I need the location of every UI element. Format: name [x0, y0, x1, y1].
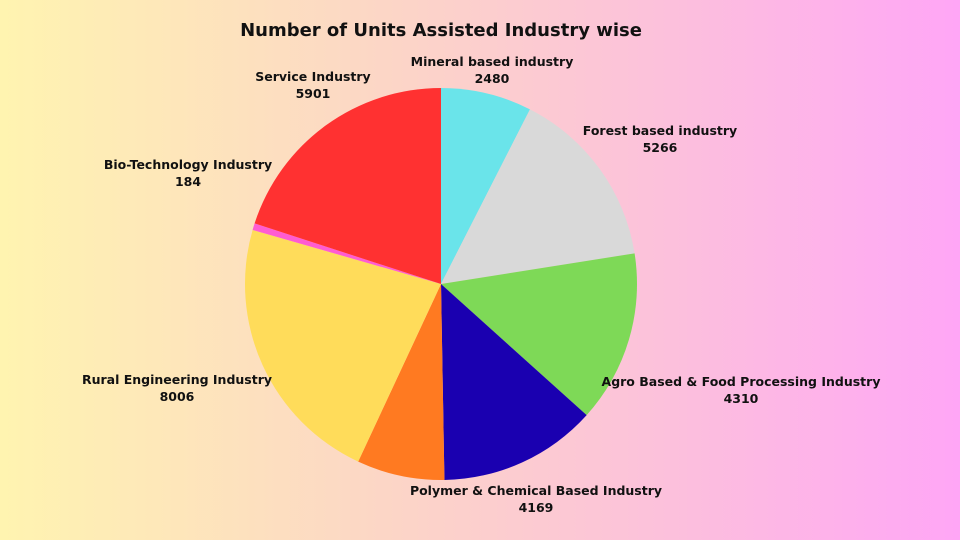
slice-value: 8006	[160, 389, 195, 404]
pie-slice	[441, 88, 530, 284]
pie-slice	[254, 88, 441, 284]
slice-label: Agro Based & Food Processing Industry	[602, 374, 881, 389]
slice-value: 2480	[475, 71, 510, 86]
pie-slices	[245, 88, 637, 480]
slice-label: Rural Engineering Industry	[82, 372, 272, 387]
slice-value: 4310	[724, 391, 759, 406]
pie-slice	[245, 229, 441, 462]
slice-value: 4169	[519, 500, 554, 515]
slice-label: Bio-Technology Industry	[104, 157, 272, 172]
slice-label: Service Industry	[255, 69, 370, 84]
pie-slice	[358, 284, 445, 480]
slice-value: 5901	[296, 86, 331, 101]
slice-label: Forest based industry	[583, 123, 737, 138]
pie-slice	[441, 109, 635, 284]
slice-label: Polymer & Chemical Based Industry	[410, 483, 662, 498]
slice-value: 5266	[643, 140, 678, 155]
chart-title: Number of Units Assisted Industry wise	[240, 20, 642, 41]
pie-slice	[441, 284, 587, 480]
slice-label: Mineral based industry	[411, 54, 574, 69]
pie-slice	[441, 253, 637, 416]
slice-value: 184	[175, 174, 201, 189]
pie-slice	[252, 223, 441, 284]
pie-labels: Mineral based industry 2480 Forest based i…	[82, 54, 881, 515]
